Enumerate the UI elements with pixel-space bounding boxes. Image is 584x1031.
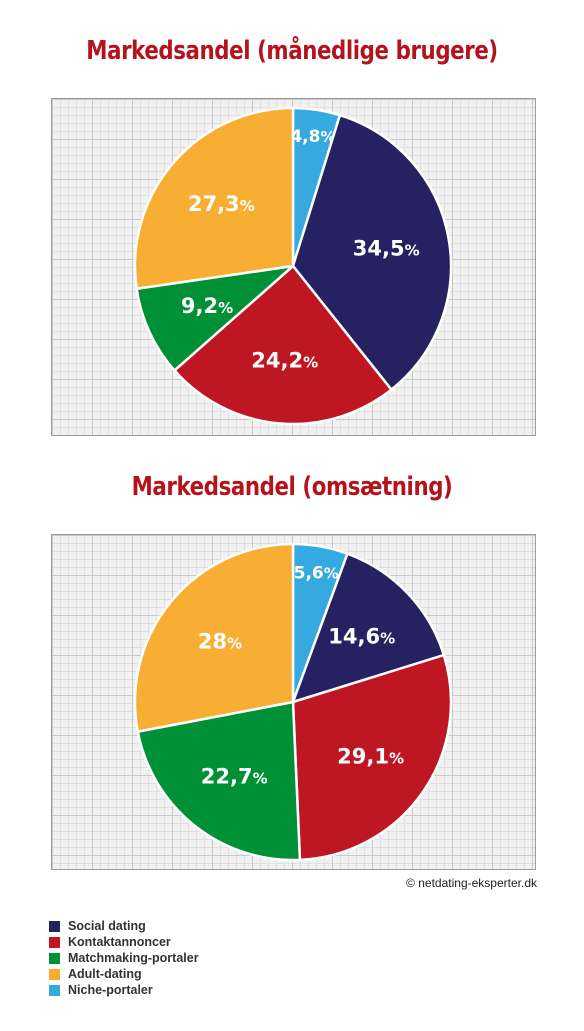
pie-slice-users-social-dating bbox=[291, 113, 453, 391]
legend-label: Matchmaking-portaler bbox=[68, 951, 199, 965]
pie-label-revenue-kontaktannoncer: 29,1% bbox=[337, 745, 404, 769]
pie-slice-users-kontaktannoncer bbox=[173, 264, 393, 426]
legend-swatch bbox=[49, 920, 60, 932]
chart-title-users: Markedsandel (månedlige brugere) bbox=[86, 36, 498, 66]
pie-slice-users-adult-dating bbox=[133, 106, 295, 290]
legend-label: Adult-dating bbox=[68, 967, 142, 981]
copyright-text: © netdating-eksperter.dk bbox=[406, 876, 537, 890]
pie-label-users-adult-dating: 27,3% bbox=[188, 192, 255, 216]
pie-label-revenue-matchmaking-portaler: 22,7% bbox=[201, 764, 268, 788]
legend-swatch bbox=[49, 968, 60, 980]
legend-swatch bbox=[49, 952, 60, 964]
legend-label: Niche-portaler bbox=[68, 983, 153, 997]
legend-swatch bbox=[49, 936, 60, 948]
pie-label-revenue-social-dating: 14,6% bbox=[328, 625, 395, 649]
pie-chart-users: 4,8% 34,5% 24,2% 9,2% 27,3% bbox=[133, 106, 453, 426]
legend-item-niche-portaler: Niche-portaler bbox=[49, 982, 199, 998]
pie-label-users-kontaktannoncer: 24,2% bbox=[251, 348, 318, 372]
legend-item-kontaktannoncer: Kontaktannoncer bbox=[49, 934, 199, 950]
legend-swatch bbox=[49, 984, 60, 996]
legend: Social dating Kontaktannoncer Matchmaking-… bbox=[49, 918, 199, 998]
pie-label-users-social-dating: 34,5% bbox=[353, 237, 420, 261]
pie-slice-revenue-matchmaking-portaler bbox=[136, 700, 302, 862]
pie-slice-revenue-adult-dating bbox=[133, 542, 295, 733]
pie-label-users-matchmaking-portaler: 9,2% bbox=[181, 294, 233, 318]
pie-panel-revenue: 5,6% 14,6% 29,1% 22,7% 28% bbox=[51, 534, 536, 870]
legend-item-matchmaking-portaler: Matchmaking-portaler bbox=[49, 950, 199, 966]
pie-chart-revenue: 5,6% 14,6% 29,1% 22,7% 28% bbox=[133, 542, 453, 862]
legend-label: Social dating bbox=[68, 919, 146, 933]
pie-slice-revenue-kontaktannoncer bbox=[291, 653, 453, 862]
chart-title-revenue: Markedsandel (omsætning) bbox=[131, 472, 453, 502]
pie-slice-users-matchmaking-portaler bbox=[135, 264, 295, 372]
pie-label-revenue-niche-portaler: 5,6% bbox=[294, 563, 339, 583]
legend-item-social-dating: Social dating bbox=[49, 918, 199, 934]
pie-panel-users: 4,8% 34,5% 24,2% 9,2% 27,3% bbox=[51, 98, 536, 436]
pie-slice-revenue-social-dating bbox=[291, 552, 446, 704]
pie-label-revenue-adult-dating: 28% bbox=[198, 630, 242, 654]
pie-label-users-niche-portaler: 4,8% bbox=[290, 127, 335, 147]
legend-label: Kontaktannoncer bbox=[68, 935, 171, 949]
legend-item-adult-dating: Adult-dating bbox=[49, 966, 199, 982]
